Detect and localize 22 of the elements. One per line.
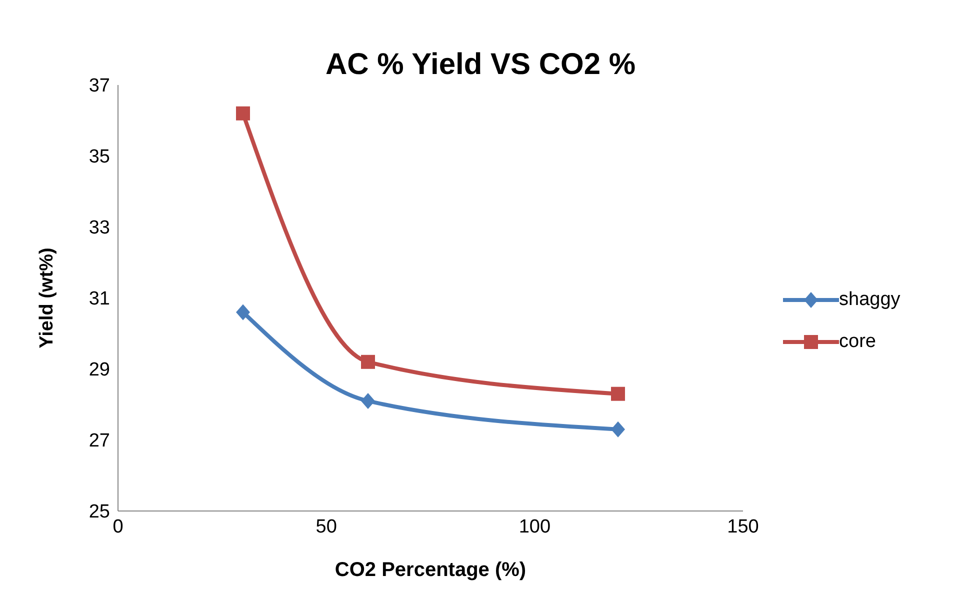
y-tick-label: 25: [88, 502, 110, 523]
point: [611, 421, 625, 438]
point: [236, 106, 250, 120]
point: [361, 354, 375, 369]
y-tick-label: 27: [88, 430, 110, 452]
legend-label: core: [839, 330, 876, 352]
y-tick-label: 33: [88, 218, 110, 239]
x-tick-label: 100: [518, 516, 551, 538]
y-tick-label: 35: [88, 146, 110, 168]
x-tick-label: 150: [727, 516, 759, 538]
y-tick-label: 31: [88, 288, 110, 310]
legend-label: shaggy: [839, 288, 900, 310]
point: [236, 304, 250, 320]
y-tick-label: 37: [88, 76, 110, 97]
x-tick-label: 0: [112, 516, 124, 538]
point: [361, 392, 375, 409]
x-tick-label: 50: [316, 516, 337, 538]
y-axis-title: Yield (wt%): [36, 248, 58, 348]
chart-title: AC % Yield VS CO2 %: [324, 47, 637, 81]
point: [611, 386, 625, 401]
y-tick-label: 29: [88, 360, 110, 381]
x-axis-title: CO2 Percentage (%): [334, 559, 526, 581]
